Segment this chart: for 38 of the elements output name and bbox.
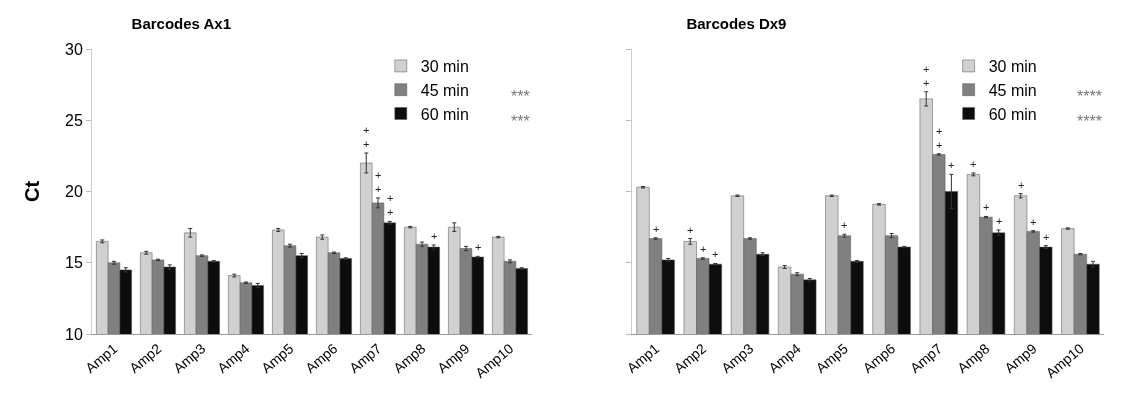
text: + — [375, 169, 382, 181]
legend-label: 30 min — [988, 58, 1037, 76]
annotation: *** — [511, 113, 530, 130]
y-tick-label: 15 — [65, 254, 83, 272]
data-label: + — [983, 201, 990, 213]
legend-label: 60 min — [988, 105, 1037, 123]
data-label: + — [700, 243, 707, 255]
data-label: + — [475, 241, 482, 253]
y-axis-title: Ct — [20, 180, 43, 203]
data-label: + + — [923, 63, 930, 90]
y-tick-label: 25 — [65, 111, 83, 129]
data-label: + — [712, 248, 719, 260]
data-label: + — [687, 224, 694, 236]
legend-label: 45 min — [420, 81, 469, 99]
data-label: + — [841, 219, 848, 231]
y-tick-label: 10 — [65, 325, 83, 343]
data-label: + + — [375, 183, 394, 204]
data-label: + — [996, 215, 1003, 227]
data-label: + + — [363, 124, 370, 151]
text: + — [387, 206, 394, 219]
data-label: + + — [936, 125, 943, 152]
y-tick-label: 30 — [65, 40, 83, 58]
data-label: + — [431, 230, 438, 242]
data-label: + — [1018, 179, 1025, 191]
annotation: **** — [1077, 113, 1102, 130]
data-label: + — [1043, 231, 1050, 243]
chart-title: Barcodes Dx9 — [686, 14, 787, 32]
data-label: + — [653, 223, 660, 235]
chart-title: Barcodes Ax1 — [131, 14, 232, 32]
annotation: *** — [511, 88, 530, 105]
annotation: **** — [1077, 88, 1102, 105]
y-tick-label: 20 — [65, 183, 83, 201]
data-label: + — [970, 158, 977, 170]
legend-label: 45 min — [988, 81, 1037, 99]
legend-label: 60 min — [420, 105, 469, 123]
data-label: + — [948, 159, 955, 171]
data-label: + — [1030, 216, 1037, 228]
legend-label: 30 min — [420, 58, 469, 76]
